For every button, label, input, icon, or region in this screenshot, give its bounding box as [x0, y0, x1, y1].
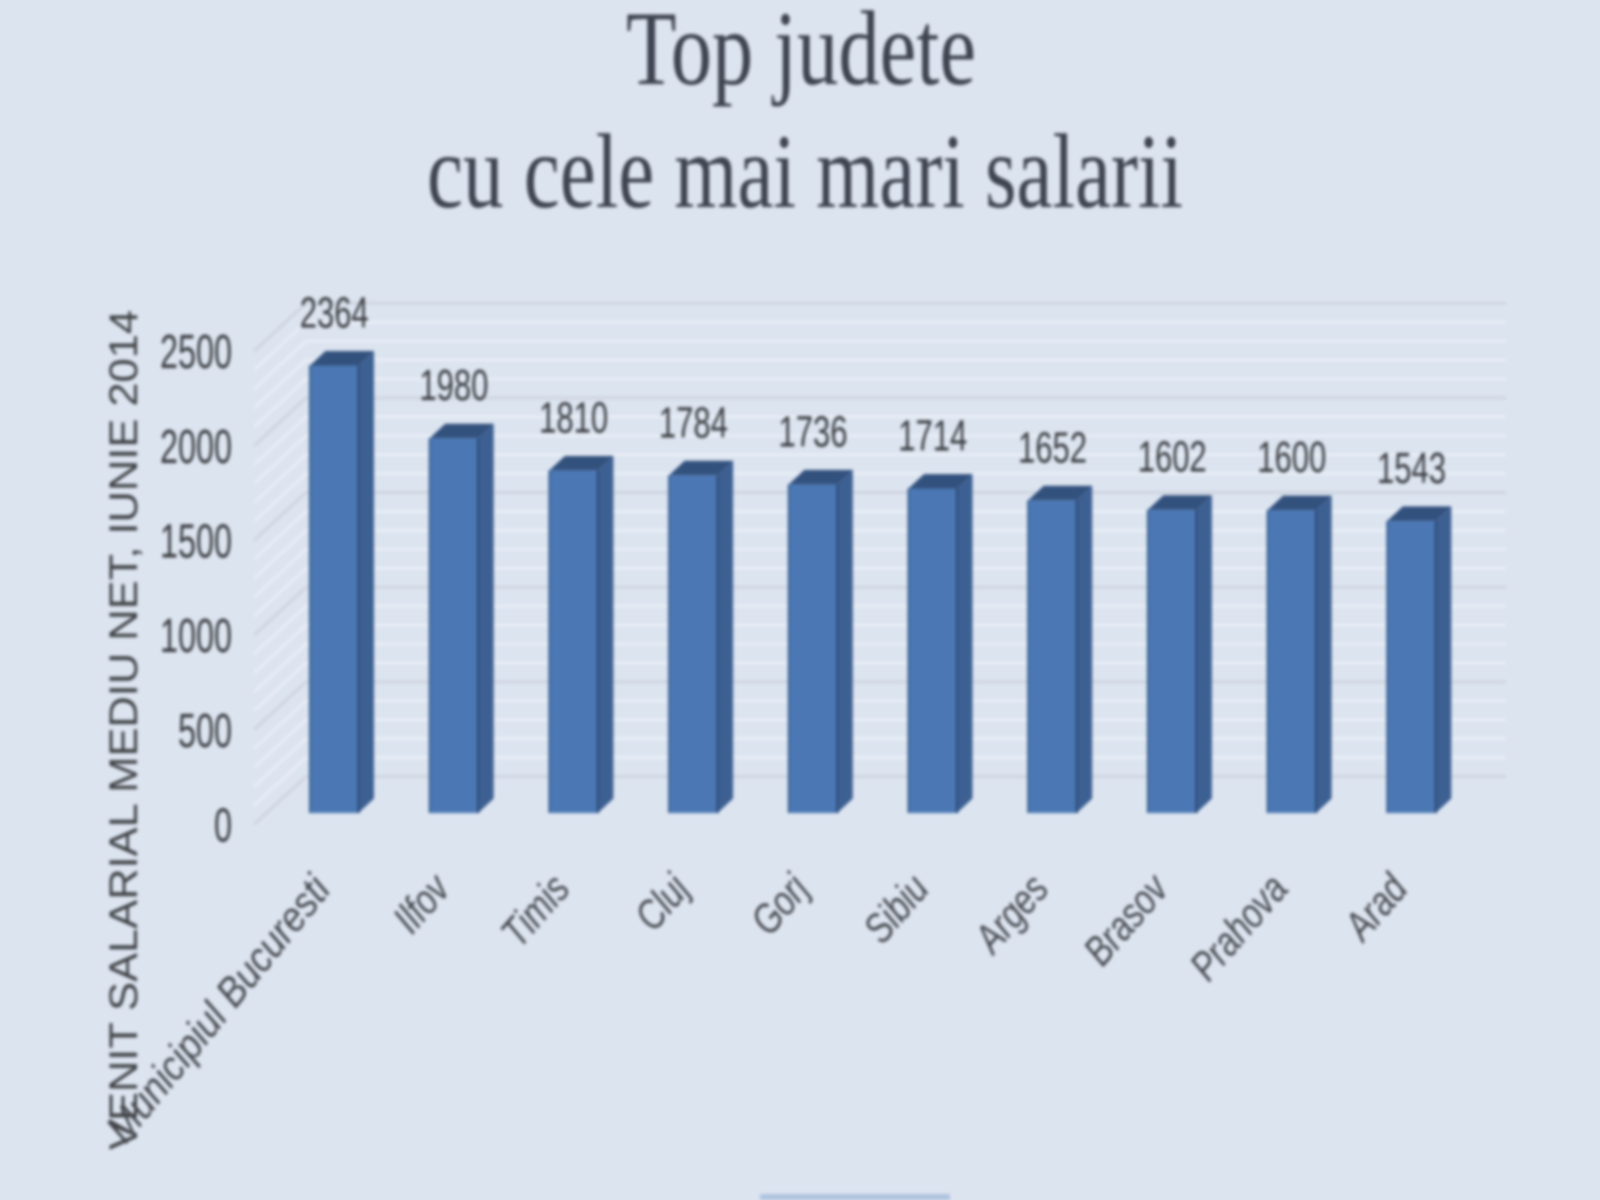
svg-text:0: 0: [214, 800, 232, 853]
svg-text:500: 500: [178, 705, 232, 758]
svg-text:1602: 1602: [1138, 433, 1207, 482]
svg-text:1980: 1980: [419, 361, 488, 410]
svg-text:1543: 1543: [1377, 444, 1446, 493]
svg-text:1810: 1810: [539, 393, 608, 442]
svg-text:1500: 1500: [160, 516, 232, 569]
svg-text:cu cele mai mari salarii: cu cele mai mari salarii: [427, 113, 1183, 230]
svg-text:2000: 2000: [160, 421, 232, 474]
svg-text:VENIT SALARIAL MEDIU NET, IUNI: VENIT SALARIAL MEDIU NET, IUNIE 2014: [102, 310, 146, 1150]
svg-text:Top judete: Top judete: [626, 0, 976, 107]
svg-text:1784: 1784: [659, 398, 728, 447]
svg-text:1736: 1736: [779, 407, 848, 456]
svg-text:1000: 1000: [160, 610, 232, 663]
svg-text:2364: 2364: [300, 289, 369, 338]
svg-text:2500: 2500: [160, 326, 232, 379]
svg-text:1600: 1600: [1257, 433, 1326, 482]
svg-text:1714: 1714: [898, 412, 967, 461]
svg-text:1652: 1652: [1018, 423, 1087, 472]
